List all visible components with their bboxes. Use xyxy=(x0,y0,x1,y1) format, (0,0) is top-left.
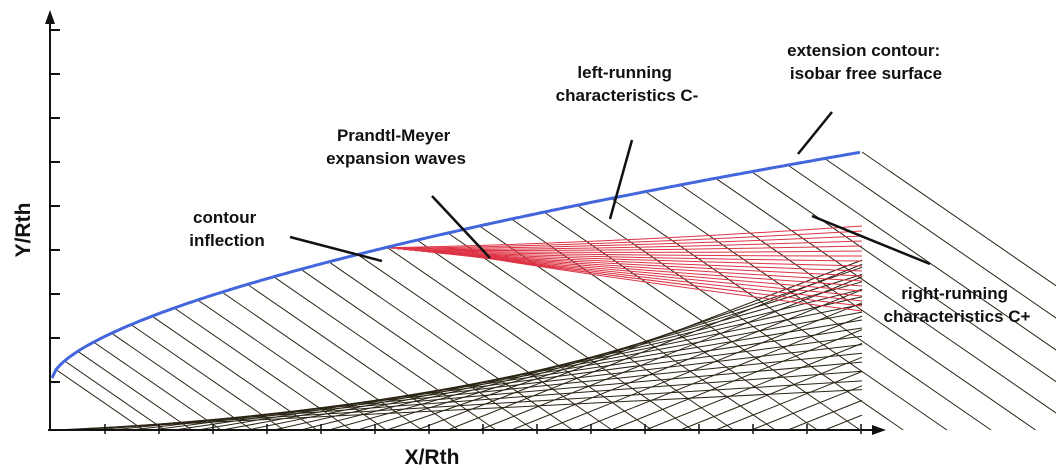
right-running-characteristic xyxy=(610,329,863,431)
label-extension-contour-line1: extension contour: xyxy=(787,41,940,60)
expansion-wave xyxy=(438,252,863,272)
left-running-characteristic xyxy=(645,191,992,431)
expansion-wave xyxy=(402,240,863,251)
left-running-characteristic xyxy=(93,341,222,431)
left-running-characteristic xyxy=(610,197,948,431)
label-right-running: right-running characteristics C+ xyxy=(884,284,1031,326)
right-running-characteristic xyxy=(543,302,863,431)
x-axis-ticks xyxy=(104,424,862,434)
left-running-characteristic xyxy=(680,184,1036,431)
right-running-characteristic xyxy=(55,389,863,431)
left-running-characteristic xyxy=(416,239,693,431)
label-contour-inflection-line1: contour xyxy=(193,208,257,227)
right-running-characteristic xyxy=(357,274,863,431)
right-running-characteristic xyxy=(715,371,863,431)
right-running-characteristic xyxy=(386,266,863,431)
right-running-characteristic xyxy=(416,259,863,431)
nozzle-contour-line xyxy=(50,150,861,379)
left-running-characteristic xyxy=(77,350,193,431)
prandtl-meyer-expansion-fan xyxy=(384,225,863,312)
left-running-characteristic xyxy=(715,177,1056,414)
right-running-characteristic xyxy=(511,289,863,431)
left-running-characteristic xyxy=(751,171,1056,383)
right-running-characteristic xyxy=(152,335,863,431)
left-running-characteristic xyxy=(111,332,253,431)
left-running-characteristic xyxy=(247,283,459,431)
label-extension-contour-line2: isobar free surface xyxy=(790,64,942,83)
expansion-wave xyxy=(390,230,863,249)
label-right-running-line1: right-running xyxy=(901,284,1008,303)
label-left-running-line1: left-running xyxy=(577,63,671,82)
label-prandtl-meyer: Prandtl-Meyer expansion waves xyxy=(326,126,466,168)
expansion-wave xyxy=(450,253,863,282)
expansion-wave xyxy=(396,235,863,250)
right-running-characteristic xyxy=(645,342,863,431)
left-running-characteristic xyxy=(273,276,497,431)
right-running-characteristic xyxy=(824,414,863,431)
expansion-wave xyxy=(384,225,863,249)
y-axis-arrowhead xyxy=(45,10,55,24)
expansion-wave xyxy=(408,245,863,252)
label-extension-contour: extension contour: isobar free surface xyxy=(787,41,945,83)
left-running-characteristic xyxy=(386,246,653,431)
x-axis-label: X/Rth xyxy=(405,446,460,469)
left-running-characteristic xyxy=(787,164,1056,351)
expansion-wave xyxy=(426,251,863,262)
left-running-characteristic xyxy=(151,315,318,431)
y-axis-label: Y/Rth xyxy=(12,203,35,258)
right-running-characteristic xyxy=(577,315,863,431)
left-running-characteristic xyxy=(300,268,535,431)
label-contour-inflection: contour inflection xyxy=(189,208,265,250)
expansion-wave xyxy=(432,252,863,267)
left-running-characteristic xyxy=(221,291,423,431)
left-running-characteristic xyxy=(328,261,573,431)
right-running-characteristic xyxy=(111,352,863,431)
left-running-characteristic xyxy=(577,204,904,431)
label-prandtl-meyer-line1: Prandtl-Meyer xyxy=(337,126,451,145)
label-right-running-line2: characteristics C+ xyxy=(884,307,1031,326)
label-prandtl-meyer-line2: expansion waves xyxy=(326,149,466,168)
right-running-characteristic xyxy=(174,327,863,431)
right-running-characteristic xyxy=(197,319,863,431)
right-running-characteristic xyxy=(787,399,863,431)
leader-contour-inflection xyxy=(289,235,383,263)
x-axis-arrowhead xyxy=(872,425,886,435)
left-running-characteristic xyxy=(55,369,144,431)
left-running-characteristic xyxy=(447,232,734,431)
leader-extension-contour xyxy=(797,111,833,155)
axes xyxy=(45,10,886,435)
expansion-wave xyxy=(420,250,863,257)
leader-right-running xyxy=(811,214,931,266)
leader-left-running xyxy=(608,139,634,220)
left-running-characteristic xyxy=(357,254,613,431)
expansion-wave xyxy=(456,254,863,287)
left-running-characteristic xyxy=(130,324,285,431)
expansion-wave xyxy=(486,257,863,312)
left-running-characteristic xyxy=(861,151,1056,287)
annotation-leaders xyxy=(289,111,931,266)
left-running-characteristic xyxy=(824,158,1056,319)
right-running-characteristic xyxy=(751,385,863,431)
label-left-running: left-running characteristics C- xyxy=(556,63,699,105)
expansion-wave xyxy=(462,255,863,292)
right-running-characteristic xyxy=(680,356,863,431)
label-left-running-line2: characteristics C- xyxy=(556,86,699,105)
leader-prandtl-meyer xyxy=(431,195,491,259)
left-running-characteristic xyxy=(174,307,352,431)
left-running-characteristic xyxy=(64,360,165,431)
y-axis-ticks xyxy=(50,29,60,383)
expansion-wave xyxy=(414,250,863,253)
right-running-characteristic xyxy=(328,281,863,431)
label-contour-inflection-line2: inflection xyxy=(189,231,265,250)
